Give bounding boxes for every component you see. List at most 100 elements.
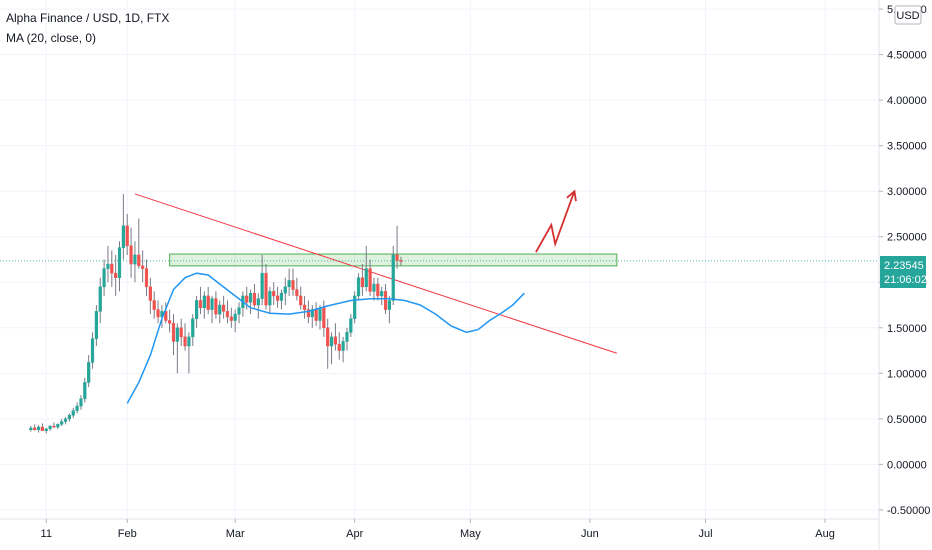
candle-body: [233, 313, 237, 321]
candle-body: [295, 289, 299, 297]
candle-body: [102, 268, 106, 288]
candle-body: [291, 280, 295, 290]
candle-body: [283, 286, 287, 294]
candle-body: [252, 292, 257, 306]
symbol-title[interactable]: Alpha Finance / USD, 1D, FTX: [6, 11, 170, 25]
candle-body: [306, 309, 311, 318]
x-tick-label: Mar: [226, 528, 245, 540]
candle-body: [60, 421, 64, 425]
candle-body: [87, 362, 91, 383]
candle-body: [279, 292, 284, 301]
indicator-title[interactable]: MA (20, close, 0): [6, 31, 97, 45]
candle-body: [191, 318, 195, 338]
candle-body: [125, 225, 129, 247]
candle-body: [141, 265, 145, 269]
x-tick-label: Jul: [698, 528, 712, 540]
candle-body: [40, 426, 45, 431]
candle-body: [29, 427, 33, 431]
candle-body: [79, 398, 83, 407]
candle-body: [164, 311, 168, 321]
currency-badge-label: USD: [896, 10, 919, 22]
y-tick-label: -0.50000: [887, 505, 930, 517]
candle-body: [121, 225, 125, 248]
candle-body: [356, 277, 361, 297]
candle-body: [341, 341, 345, 351]
y-tick-label: 0.50000: [887, 414, 927, 426]
candle-body: [33, 427, 37, 431]
candlesticks: [29, 193, 403, 434]
candle-body: [90, 338, 95, 363]
candle-body: [395, 254, 399, 261]
candle-body: [383, 291, 388, 310]
y-tick-label: 4.00000: [887, 95, 927, 107]
x-tick-label: Apr: [346, 528, 363, 540]
candle-body: [248, 292, 253, 303]
candle-body: [360, 277, 364, 288]
ma-line: [126, 272, 525, 404]
x-tick-label: May: [460, 528, 481, 540]
moving-average-layer: [126, 272, 525, 404]
descending-trendline: [134, 193, 617, 354]
candle-body: [56, 424, 60, 428]
y-tick-label: 2.50000: [887, 232, 927, 244]
x-tick-label: 11: [41, 528, 52, 540]
candle-body: [137, 254, 141, 267]
candle-body: [206, 295, 210, 310]
candle-body: [214, 298, 218, 315]
candle-body: [256, 298, 260, 306]
candle-body: [264, 272, 268, 306]
candle-body: [287, 280, 291, 288]
candle-body: [187, 336, 191, 347]
y-tick-label: 0.00000: [887, 459, 927, 471]
candle-body: [48, 425, 52, 430]
candle-body: [94, 311, 98, 339]
candle-body: [63, 418, 68, 422]
x-tick-label: Jun: [581, 528, 599, 540]
candle-body: [71, 410, 75, 416]
projection-arrow-head: [566, 189, 577, 202]
candle-body: [171, 322, 176, 342]
candle-body: [98, 286, 102, 312]
candle-body: [245, 295, 249, 303]
candle-body: [75, 405, 79, 411]
overlay-layer: [535, 189, 577, 253]
last-price-value: 2.23545: [884, 260, 924, 272]
candle-body: [318, 307, 322, 321]
y-tick-label: 3.00000: [887, 186, 927, 198]
projection-arrow: [535, 190, 576, 253]
candle-body: [237, 307, 241, 315]
candle-body: [299, 295, 303, 306]
candle-body: [114, 272, 118, 278]
candle-body: [198, 300, 203, 309]
last-price-label: 2.23545 21:06:02: [880, 256, 927, 288]
grid-lines: [0, 0, 879, 519]
candle-body: [364, 268, 368, 288]
candle-body: [387, 300, 391, 310]
candle-body: [376, 283, 380, 297]
currency-badge[interactable]: USD: [894, 5, 922, 25]
candle-body: [302, 304, 307, 310]
candle-body: [345, 332, 349, 342]
candle-body: [210, 298, 214, 310]
candle-body: [260, 272, 264, 299]
candle-body: [391, 254, 395, 301]
candle-body: [372, 283, 376, 292]
candle-body: [52, 425, 56, 428]
y-tick-label: 4.50000: [887, 50, 927, 62]
y-tick-label: 3.50000: [887, 141, 927, 153]
chart-legend: Alpha Finance / USD, 1D, FTX MA (20, clo…: [6, 8, 169, 48]
candle-body: [175, 327, 179, 342]
candle-body: [222, 304, 226, 312]
candle-body: [148, 286, 152, 301]
candle-body: [156, 309, 160, 318]
candle-body: [106, 263, 110, 269]
x-tick-label: Aug: [815, 528, 835, 540]
candle-body: [314, 309, 318, 321]
candle-body: [268, 291, 272, 306]
candle-body: [353, 295, 357, 319]
candle-body: [195, 300, 199, 319]
time-axis[interactable]: 11 Feb Mar Apr May Jun Jul Aug: [41, 519, 835, 540]
candle-body: [36, 426, 41, 431]
candle-body: [110, 263, 114, 274]
